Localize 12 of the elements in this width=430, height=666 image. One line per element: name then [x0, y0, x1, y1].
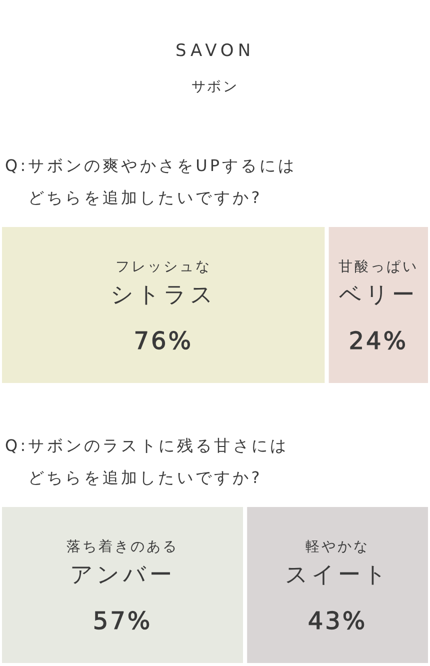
text: SAVON	[175, 41, 255, 61]
chart-title: Q:サボンの爽やかさをUPするにはどちらを追加したいですか?	[5, 156, 297, 207]
data-label: 76%	[134, 327, 194, 355]
data-label: 24%	[348, 327, 408, 355]
chart-title: Q:サボンのラストに残る甘さにはどちらを追加したいですか?	[5, 436, 289, 487]
text: サボン	[191, 79, 239, 95]
series-label: 軽やかなスイート	[285, 539, 390, 588]
series-label: 落ち着きのあるアンバー	[66, 539, 179, 588]
series-label: 甘酸っぱいベリー	[338, 259, 418, 308]
data-label: 57%	[92, 607, 152, 635]
series-label: フレッシュなシトラス	[110, 259, 216, 308]
data-label: 43%	[308, 607, 368, 635]
